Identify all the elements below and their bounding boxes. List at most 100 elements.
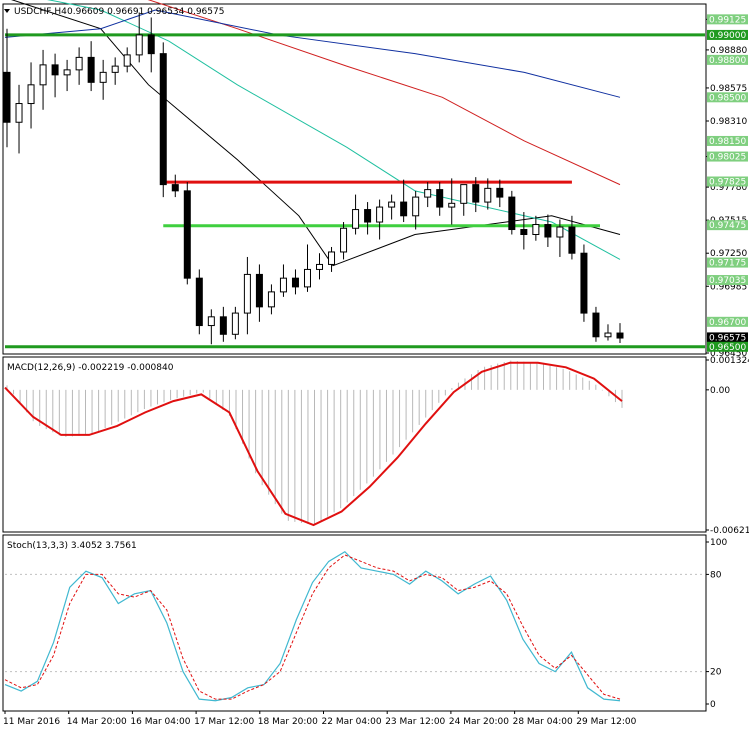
stoch-panel-frame [2, 534, 707, 712]
price-tag-label: 0.97175 [709, 259, 746, 269]
candle-bull [123, 54, 131, 67]
stoch-tick-label: 100 [710, 538, 727, 548]
price-tag-bg [707, 257, 748, 268]
candle-bull [63, 69, 71, 76]
time-tick-label: 22 Mar 04:00 [322, 717, 382, 727]
price-panel[interactable]: 0.99125 0.98880 0.98575 0.98310 0.98025 0.977… [2, 0, 748, 359]
candle-bull [27, 84, 35, 105]
dropdown-triangle-icon[interactable] [4, 9, 10, 13]
stoch-tick-label: 80 [710, 570, 722, 580]
moving-averages [4, 0, 621, 267]
candle-bull [231, 312, 239, 335]
candle-bull [316, 263, 324, 270]
candle-bear [544, 224, 552, 238]
time-tick-label: 11 Mar 2016 [3, 717, 60, 727]
candle-bull [303, 268, 311, 288]
price-tick-label: 0.98310 [710, 117, 747, 127]
price-tag-bg [707, 151, 748, 162]
horizontal-levels[interactable] [5, 33, 705, 349]
price-tag-bg [707, 176, 748, 187]
price-tag-label: 0.97825 [709, 177, 746, 187]
price-tick-label: 0.97250 [710, 249, 747, 259]
candle-bull [604, 332, 612, 338]
candle-bear [183, 190, 191, 279]
candle-bull [556, 226, 564, 238]
candle-bull [75, 56, 83, 71]
price-tag-label: 0.98500 [709, 93, 746, 103]
price-tag-label: 0.98800 [709, 56, 746, 66]
candle-bear [195, 277, 203, 327]
candle-bull [99, 71, 107, 83]
macd-panel-frame [2, 356, 707, 533]
macd-tick-label: 0.001324 [710, 356, 749, 366]
candle-bear [496, 187, 504, 198]
candle-bear [508, 196, 516, 231]
header-ohlc: 0.96609 0.96691 0.96534 0.96575 [67, 7, 224, 17]
macd-label: MACD(12,26,9) -0.002219 -0.000840 [7, 363, 174, 373]
candle-bull [267, 291, 275, 308]
time-tick-label: 14 Mar 20:00 [67, 717, 127, 727]
price-tick-label: 0.98880 [710, 46, 747, 56]
stoch-axis: 100 80 20 0 [706, 538, 727, 710]
price-tick-label: 0.96985 [710, 282, 747, 292]
time-tick-label: 23 Mar 12:00 [385, 717, 445, 727]
stoch-panel[interactable]: 100 80 20 0 Stoch(13,3,3) 3.4052 3.7561 [2, 534, 727, 712]
macd-tick-label: -0.006218 [710, 526, 749, 536]
macd-signal-line [4, 361, 623, 527]
candle-bull [135, 34, 143, 56]
moving-average-line [11, 0, 621, 267]
price-tag-bg [707, 332, 748, 343]
candle-bull [111, 65, 119, 73]
candle-bear [472, 184, 480, 203]
price-tag-label: 0.96575 [709, 333, 746, 343]
price-tag-label: 0.98150 [709, 137, 746, 147]
candle-bear [291, 277, 299, 288]
candle-bear [87, 56, 95, 83]
macd-panel[interactable]: 0.001324 0.00 -0.006218 MACD(12,26,9) -0.0… [2, 356, 749, 536]
candle-bear [219, 316, 227, 335]
price-tag-label: 0.97475 [709, 221, 746, 231]
candle-bear [255, 273, 263, 308]
header-symbol: USDCHF,H4 [14, 7, 67, 17]
candles [3, 12, 624, 345]
price-tag-bg [707, 29, 748, 40]
macd-axis: 0.001324 0.00 -0.006218 [706, 356, 749, 536]
candle-bull [424, 189, 432, 198]
time-tick-label: 17 Mar 12:00 [194, 717, 254, 727]
stoch-main-line [4, 550, 621, 702]
time-tick-label: 16 Mar 04:00 [130, 717, 190, 727]
macd-histogram [6, 360, 623, 526]
price-tag-bg [707, 341, 748, 352]
candle-bull [532, 224, 540, 236]
candle-bull [243, 273, 251, 314]
candle-bear [171, 184, 179, 192]
price-tag-bg [707, 14, 748, 25]
candle-bull [484, 187, 492, 203]
price-tag-bg [707, 275, 748, 286]
price-tag-bg [707, 135, 748, 146]
candle-bear [580, 252, 588, 314]
price-tick-label: 0.96450 [710, 349, 747, 359]
stoch-signal-line [4, 554, 621, 700]
candle-bear [616, 332, 624, 339]
moving-average-line [46, 0, 621, 260]
stoch-label: Stoch(13,3,3) 3.4052 3.7561 [7, 541, 137, 551]
macd-lines [4, 361, 623, 527]
candle-bull [207, 316, 215, 327]
price-tag-label: 0.98025 [709, 153, 746, 163]
price-tag-bg [707, 316, 748, 327]
price-tag-bg [707, 54, 748, 65]
price-tag-bg [707, 220, 748, 231]
moving-average-line [147, 0, 621, 186]
price-tag-label: 0.97035 [709, 276, 746, 286]
price-tag-label: 0.96700 [709, 318, 746, 328]
stoch-lines [4, 550, 621, 702]
price-tag-label: 0.99000 [709, 31, 746, 41]
candle-bear [400, 201, 408, 217]
price-tick-label: 0.98575 [710, 84, 747, 94]
candle-bear [520, 229, 528, 236]
time-tick-label: 24 Mar 20:00 [449, 717, 509, 727]
price-tick-label: 0.97780 [710, 183, 747, 193]
